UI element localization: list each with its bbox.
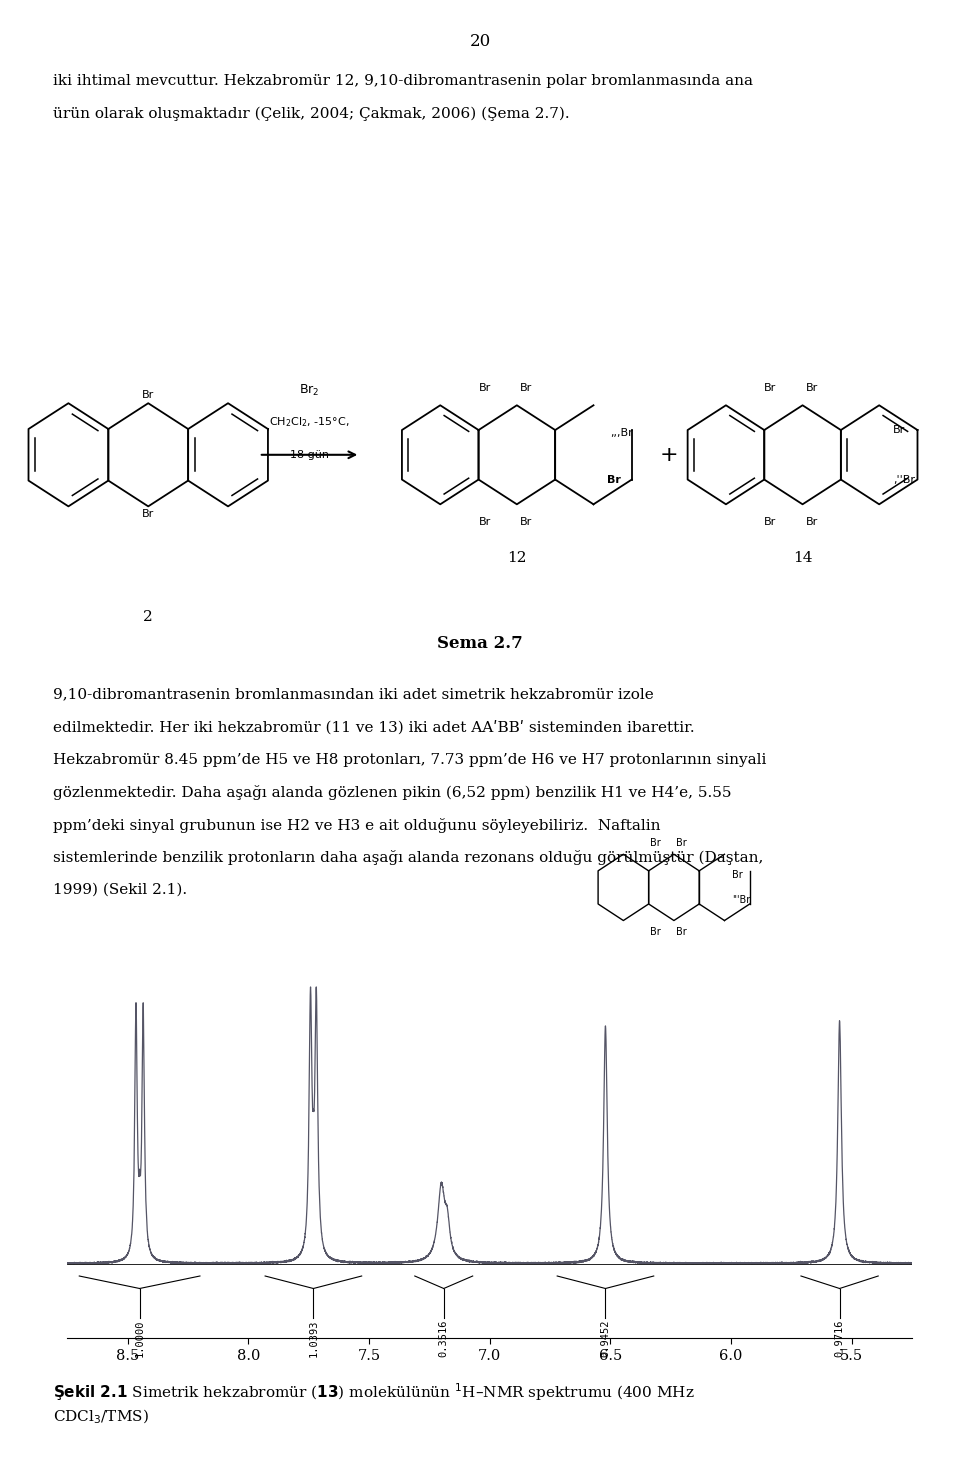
Text: Br: Br xyxy=(893,424,905,435)
Text: ppm’deki sinyal grubunun ise H2 ve H3 e ait olduğunu söyleyebiliriz.  Naftalin: ppm’deki sinyal grubunun ise H2 ve H3 e … xyxy=(53,818,660,833)
Text: Br: Br xyxy=(142,509,155,519)
Text: Br: Br xyxy=(520,516,532,527)
Text: Br$_2$: Br$_2$ xyxy=(300,383,320,398)
Text: 1999) (Sekil 2.1).: 1999) (Sekil 2.1). xyxy=(53,883,187,896)
Text: Sema 2.7: Sema 2.7 xyxy=(437,636,523,652)
Text: 20: 20 xyxy=(469,33,491,49)
Text: Br: Br xyxy=(805,383,818,393)
Text: Br: Br xyxy=(732,870,742,880)
Text: CDCl$_3$/TMS): CDCl$_3$/TMS) xyxy=(53,1408,149,1426)
Text: Br: Br xyxy=(676,839,686,847)
Text: '''Br: '''Br xyxy=(732,895,750,905)
Text: Br: Br xyxy=(764,516,777,527)
Text: 1.0000: 1.0000 xyxy=(134,1319,145,1358)
Text: Br: Br xyxy=(478,516,491,527)
Text: Br: Br xyxy=(142,390,155,401)
Text: 9,10-dibromantrasenin bromlanmasından iki adet simetrik hekzabromür izole: 9,10-dibromantrasenin bromlanmasından ik… xyxy=(53,688,654,701)
Text: Br: Br xyxy=(650,927,661,936)
Text: 14: 14 xyxy=(793,550,812,565)
Text: +: + xyxy=(660,445,679,464)
Text: ,,,Br: ,,,Br xyxy=(610,427,633,438)
Text: $\bf{Şekil\ 2.1}$ Simetrik hekzabromür ($\bf{13}$) molekülünün $^1$H–NMR spektru: $\bf{Şekil\ 2.1}$ Simetrik hekzabromür (… xyxy=(53,1381,694,1404)
Text: ,''Br: ,''Br xyxy=(893,475,915,485)
Text: edilmektedir. Her iki hekzabromür (11 ve 13) iki adet AAʹBBʹ sisteminden ibarett: edilmektedir. Her iki hekzabromür (11 ve… xyxy=(53,720,694,735)
Text: Br: Br xyxy=(608,475,621,485)
Text: 0.3516: 0.3516 xyxy=(439,1319,448,1358)
Text: gözlenmektedir. Daha aşağı alanda gözlenen pikin (6,52 ppm) benzilik H1 ve H4’e,: gözlenmektedir. Daha aşağı alanda gözlen… xyxy=(53,785,732,800)
Text: 12: 12 xyxy=(507,550,527,565)
Text: ürün olarak oluşmaktadır (Çelik, 2004; Çakmak, 2006) (Şema 2.7).: ürün olarak oluşmaktadır (Çelik, 2004; Ç… xyxy=(53,106,569,121)
Text: 1.0393: 1.0393 xyxy=(308,1319,319,1358)
Text: iki ihtimal mevcuttur. Hekzabromür 12, 9,10-dibromantrasenin polar bromlanmasınd: iki ihtimal mevcuttur. Hekzabromür 12, 9… xyxy=(53,74,753,87)
Text: Br: Br xyxy=(805,516,818,527)
Text: sistemlerinde benzilik protonların daha aşağı alanda rezonans olduğu görülmüştür: sistemlerinde benzilik protonların daha … xyxy=(53,850,763,865)
Text: Br: Br xyxy=(478,383,491,393)
Text: Br: Br xyxy=(650,839,661,847)
Text: Br: Br xyxy=(520,383,532,393)
Text: 0.9716: 0.9716 xyxy=(834,1319,845,1358)
Text: 2: 2 xyxy=(143,609,153,624)
Text: Br: Br xyxy=(676,927,686,936)
Text: Hekzabromür 8.45 ppm’de H5 ve H8 protonları, 7.73 ppm’de H6 ve H7 protonlarının : Hekzabromür 8.45 ppm’de H5 ve H8 protonl… xyxy=(53,753,766,766)
Text: 18 gün: 18 gün xyxy=(290,450,329,460)
Text: CH$_2$Cl$_2$, -15°C,: CH$_2$Cl$_2$, -15°C, xyxy=(269,416,349,429)
Text: Br: Br xyxy=(764,383,777,393)
Text: 0.9452: 0.9452 xyxy=(600,1319,611,1358)
